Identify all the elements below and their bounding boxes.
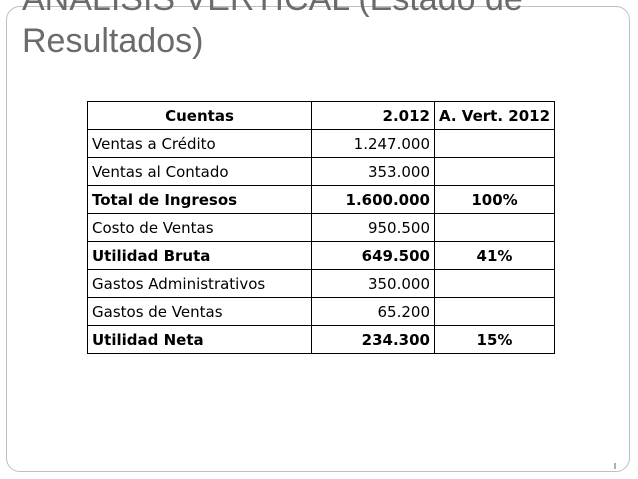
header-cuentas: Cuentas <box>87 101 312 130</box>
row-label: Ventas al Contado <box>87 157 312 186</box>
table-row: Ventas al Contado 353.000 <box>87 157 556 186</box>
row-label: Gastos de Ventas <box>87 297 312 326</box>
row-label: Total de Ingresos <box>87 185 312 214</box>
row-percent: 100% <box>433 185 556 214</box>
table-row: Gastos Administrativos 350.000 <box>87 269 556 298</box>
table-row-utilidad-neta: Utilidad Neta 234.300 15% <box>87 325 556 354</box>
row-value: 1.247.000 <box>311 129 435 158</box>
row-value: 353.000 <box>311 157 435 186</box>
row-label: Gastos Administrativos <box>87 269 312 298</box>
row-percent: 15% <box>433 325 556 354</box>
table-row-utilidad-bruta: Utilidad Bruta 649.500 41% <box>87 241 556 270</box>
slide-frame <box>6 6 630 472</box>
table-row: Gastos de Ventas 65.200 <box>87 297 556 326</box>
row-value: 65.200 <box>311 297 435 326</box>
slide-corner-mark <box>614 463 616 469</box>
title-line-1: ANÁLISIS VERTICAL (Estado de <box>22 0 523 20</box>
row-label: Costo de Ventas <box>87 213 312 242</box>
row-label: Ventas a Crédito <box>87 129 312 158</box>
row-percent <box>433 157 556 186</box>
table-row: Costo de Ventas 950.500 <box>87 213 556 242</box>
header-vertical-analysis: A. Vert. 2012 <box>433 101 556 130</box>
table-row: Ventas a Crédito 1.247.000 <box>87 129 556 158</box>
row-percent <box>433 269 556 298</box>
row-percent: 41% <box>433 241 556 270</box>
row-value: 234.300 <box>311 325 435 354</box>
row-value: 649.500 <box>311 241 435 270</box>
row-percent <box>433 129 556 158</box>
title-line-2: Resultados) <box>22 22 204 60</box>
row-value: 950.500 <box>311 213 435 242</box>
row-label: Utilidad Neta <box>87 325 312 354</box>
table-header-row: Cuentas 2.012 A. Vert. 2012 <box>87 101 556 130</box>
row-label: Utilidad Bruta <box>87 241 312 270</box>
row-value: 1.600.000 <box>311 185 435 214</box>
income-statement-table-wrap: Cuentas 2.012 A. Vert. 2012 Ventas a Cré… <box>87 101 556 354</box>
income-statement-table: Cuentas 2.012 A. Vert. 2012 Ventas a Cré… <box>87 101 556 354</box>
row-percent <box>433 213 556 242</box>
header-year: 2.012 <box>311 101 435 130</box>
row-percent <box>433 297 556 326</box>
table-row-total-ingresos: Total de Ingresos 1.600.000 100% <box>87 185 556 214</box>
slide-title: ANÁLISIS VERTICAL (Estado de Resultados) <box>22 0 523 62</box>
row-value: 350.000 <box>311 269 435 298</box>
